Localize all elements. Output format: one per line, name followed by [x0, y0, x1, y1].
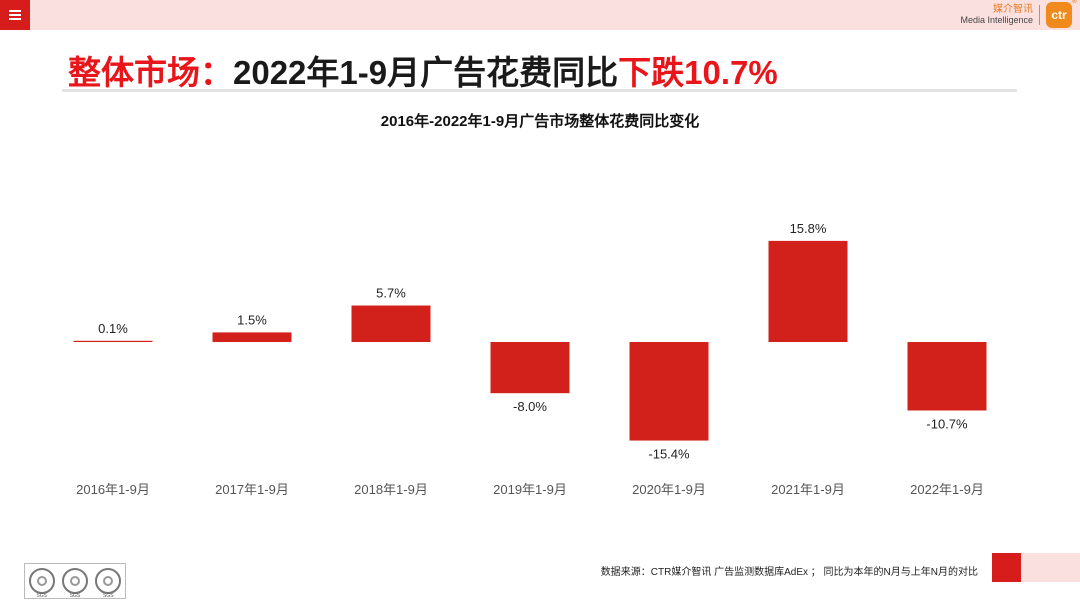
- bar-7: [907, 342, 987, 411]
- slide-title: 整体市场：2022年1-9月广告花费同比下跌10.7%: [68, 46, 778, 94]
- bar-5: [629, 342, 709, 441]
- top-bar: [0, 0, 1080, 30]
- brand-logo-area: 媒介智讯 Media Intelligence ctr ®: [960, 0, 1077, 28]
- brand-divider: [1039, 5, 1040, 25]
- hamburger-icon: [9, 10, 21, 20]
- footer-accent-bar: [1021, 553, 1080, 582]
- title-divider: [62, 89, 1017, 92]
- title-highlight: 下跌10.7%: [618, 54, 778, 91]
- sgs-certification-badges: SGS SGS SGS: [24, 563, 126, 599]
- data-label-7: -10.7%: [926, 416, 968, 431]
- category-label-7: 2022年1-9月: [910, 482, 984, 497]
- sgs-seal-icon: SGS: [28, 568, 55, 599]
- ctr-logo-icon: ctr ®: [1046, 0, 1077, 28]
- data-label-5: -15.4%: [648, 447, 690, 462]
- menu-button[interactable]: [0, 0, 30, 30]
- category-label-1: 2016年1-9月: [76, 482, 150, 497]
- data-label-4: -8.0%: [513, 399, 547, 414]
- category-label-3: 2018年1-9月: [354, 482, 428, 497]
- sgs-seal-icon: SGS: [61, 568, 88, 599]
- data-label-1: 0.1%: [98, 321, 128, 336]
- footer-accent-block: [992, 553, 1021, 582]
- bar-2: [212, 332, 292, 342]
- bar-1: [73, 340, 153, 342]
- title-main: 2022年1-9月广告花费同比: [233, 54, 619, 91]
- bar-chart: 0.1% 2016年1-9月 1.5% 2017年1-9月 5.7% 2018年1-9月 -…: [73, 221, 987, 497]
- bar-6: [768, 240, 848, 342]
- data-label-6: 15.8%: [790, 221, 827, 236]
- chart-title: 2016年-2022年1-9月广告市场整体花费同比变化: [380, 113, 700, 130]
- brand-name-cn: 媒介智讯: [993, 4, 1033, 15]
- category-label-5: 2020年1-9月: [632, 482, 706, 497]
- brand-name-en: Media Intelligence: [960, 15, 1033, 25]
- data-label-2: 1.5%: [237, 312, 267, 327]
- bar-4: [490, 342, 570, 394]
- data-source-note: 数据来源：CTR媒介智讯 广告监测数据库AdEx ； 同比为本年的N月与上年N月…: [600, 567, 978, 578]
- category-label-6: 2021年1-9月: [771, 482, 845, 497]
- data-label-3: 5.7%: [376, 286, 406, 301]
- category-label-4: 2019年1-9月: [493, 482, 567, 497]
- title-prefix: 整体市场：: [68, 54, 233, 91]
- sgs-seal-icon: SGS: [95, 568, 122, 599]
- category-label-2: 2017年1-9月: [215, 482, 289, 497]
- bar-3: [351, 305, 431, 342]
